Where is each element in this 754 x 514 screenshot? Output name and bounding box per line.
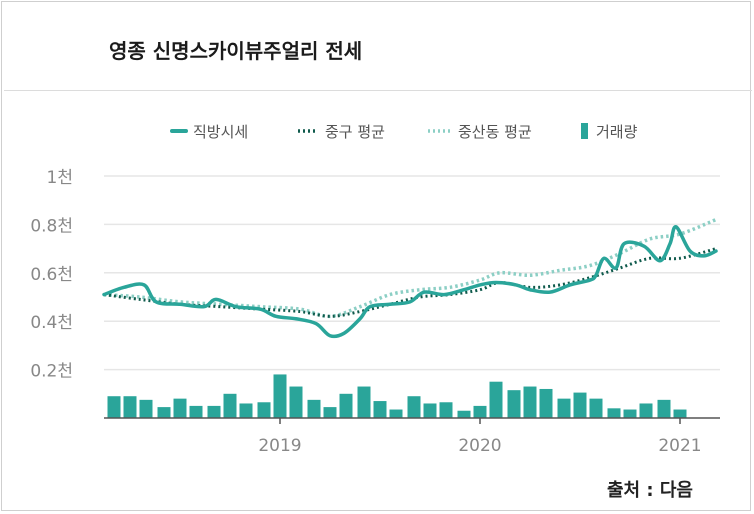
y-tick-label: 0.8천 bbox=[30, 216, 73, 236]
legend-swatch-bar bbox=[581, 123, 588, 139]
volume-bar bbox=[389, 409, 403, 418]
y-tick-label: 0.2천 bbox=[30, 362, 73, 382]
volume-bar bbox=[107, 396, 121, 418]
volume-bar bbox=[223, 393, 237, 418]
volume-bar bbox=[139, 399, 153, 418]
legend-item-sangdong[interactable]: 중산동 평균 bbox=[428, 123, 532, 141]
volume-bars bbox=[107, 374, 687, 418]
volume-bar bbox=[289, 386, 303, 418]
volume-bar bbox=[257, 402, 271, 418]
header-divider bbox=[4, 90, 752, 91]
volume-bar bbox=[507, 390, 521, 418]
volume-bar bbox=[407, 396, 421, 418]
volume-bar bbox=[623, 409, 637, 418]
volume-bar bbox=[273, 374, 287, 418]
y-axis-ticks: 1천 0.8천 0.6천 0.4천 0.2천 bbox=[30, 168, 73, 382]
volume-bar bbox=[673, 409, 687, 418]
volume-bar bbox=[639, 403, 653, 418]
volume-bar bbox=[473, 405, 487, 418]
y-tick-label: 0.4천 bbox=[30, 313, 73, 333]
y-tick-label: 0.6천 bbox=[30, 265, 73, 285]
series-lines bbox=[102, 217, 718, 339]
volume-bar bbox=[457, 410, 471, 418]
volume-bar bbox=[207, 405, 221, 418]
volume-bar bbox=[189, 405, 203, 418]
x-tick-label: 2019 bbox=[258, 436, 301, 456]
volume-bar bbox=[539, 388, 553, 418]
volume-bar bbox=[489, 381, 503, 418]
volume-bar bbox=[123, 396, 137, 418]
legend-item-bars[interactable]: 거래량 bbox=[581, 123, 638, 141]
legend-item-main[interactable]: 직방시세 bbox=[170, 123, 248, 141]
y-tick-label: 1천 bbox=[47, 168, 73, 188]
volume-bar bbox=[589, 398, 603, 418]
grid bbox=[104, 175, 720, 371]
volume-bar bbox=[323, 407, 337, 418]
legend-label: 직방시세 bbox=[193, 123, 248, 141]
volume-bar bbox=[439, 402, 453, 418]
legend-item-junggu[interactable]: 중구 평균 bbox=[298, 123, 385, 141]
x-tick-label: 2021 bbox=[658, 436, 701, 456]
volume-bar bbox=[157, 407, 171, 418]
chart-title: 영종 신명스카이뷰주얼리 전세 bbox=[109, 39, 363, 63]
volume-bar bbox=[307, 399, 321, 418]
x-tick-label: 2020 bbox=[458, 436, 501, 456]
source-label: 출처 : 다음 bbox=[607, 480, 693, 501]
volume-bar bbox=[573, 392, 587, 418]
volume-bar bbox=[607, 408, 621, 418]
legend-label: 거래량 bbox=[596, 123, 638, 141]
volume-bar bbox=[339, 393, 353, 418]
series-line-solid bbox=[102, 225, 718, 339]
volume-bar bbox=[523, 386, 537, 418]
legend-label: 중구 평균 bbox=[325, 123, 385, 141]
volume-bar bbox=[239, 403, 253, 418]
volume-bar bbox=[423, 403, 437, 418]
legend: 직방시세 중구 평균 중산동 평균 거래량 bbox=[170, 123, 638, 141]
legend-label: 중산동 평균 bbox=[458, 123, 532, 141]
volume-bar bbox=[357, 386, 371, 418]
volume-bar bbox=[557, 398, 571, 418]
volume-bar bbox=[657, 399, 671, 418]
volume-bar bbox=[373, 401, 387, 418]
x-axis-ticks: 2019 2020 2021 bbox=[258, 418, 702, 456]
volume-bar bbox=[173, 398, 187, 418]
series-line-dotted-light bbox=[103, 217, 717, 319]
